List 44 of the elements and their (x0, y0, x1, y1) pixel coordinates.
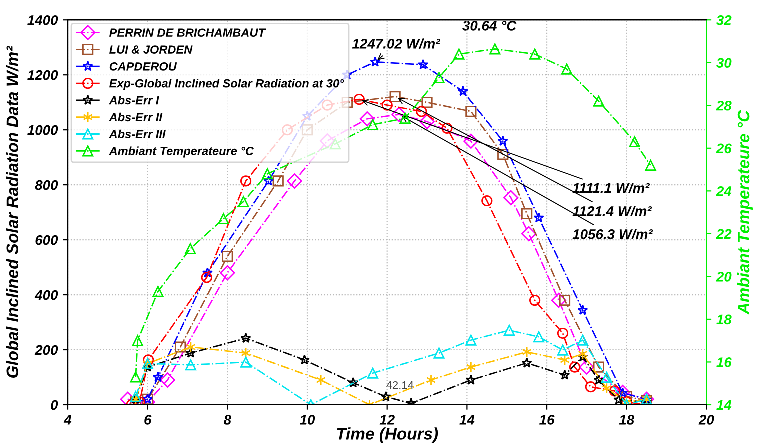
y-tick-label: 600 (36, 235, 58, 246)
y2-tick-label: 22 (716, 229, 732, 239)
x-tick-label: 18 (619, 415, 635, 425)
x-tick-label: 6 (144, 415, 152, 425)
y-axis-title: Global Inclined Solar Radiation Data W/m² (6, 46, 19, 378)
x-axis-title: Time (Hours) (337, 428, 438, 444)
y-tick-label: 800 (35, 180, 58, 190)
y2-tick-label: 14 (716, 400, 732, 410)
y2-tick-label: 30 (716, 58, 732, 68)
x-tick-label: 10 (300, 415, 316, 425)
legend-label: PERRIN DE BRICHAMBAUT (110, 28, 266, 38)
y-tick-label: 1000 (28, 125, 58, 136)
y2-tick-label: 20 (716, 272, 732, 282)
y-tick-label: 400 (34, 290, 58, 300)
y2-tick-label: 28 (716, 100, 732, 111)
legend-label: Abs-Err I (109, 96, 160, 105)
legend-label: LUI & JORDEN (110, 46, 193, 54)
y2-tick-label: 24 (716, 186, 732, 196)
annotation: 30.64 °C (462, 21, 517, 31)
y-tick-label: 0 (51, 400, 58, 410)
y2-tick-label: 26 (716, 144, 732, 154)
annotation: 42.14 (386, 381, 414, 390)
x-tick-label: 16 (540, 415, 555, 425)
annotation: 1247.02 W/m² (352, 38, 441, 49)
legend-label: Abs-Err II (109, 112, 163, 122)
y-tick-label: 1200 (28, 70, 58, 80)
y2-tick-label: 32 (716, 15, 732, 26)
x-tick-label: 14 (460, 415, 475, 425)
legend-label: Ambiant Temperateure °C (109, 146, 254, 158)
legend-label: Exp-Global Inclined Solar Radiation at 30° (110, 79, 344, 90)
y-tick-label: 200 (34, 345, 58, 356)
y2-tick-label: 16 (716, 358, 732, 368)
annotation: 1111.1 W/m² (572, 182, 650, 194)
x-tick-label: 12 (380, 415, 395, 425)
x-tick-label: 8 (224, 415, 232, 425)
annotation: 1121.4 W/m² (572, 206, 652, 216)
legend-label: CAPDEROU (110, 62, 178, 71)
legend-label: Abs-Err III (109, 130, 166, 138)
annotation: 1056.3 W/m² (572, 229, 654, 240)
y2-tick-label: 18 (716, 314, 732, 325)
y2-axis-title: Ambiant Temperateure °C (737, 110, 753, 315)
x-tick-label: 4 (64, 415, 72, 425)
x-tick-label: 20 (698, 415, 714, 425)
y-tick-label: 1400 (28, 15, 58, 26)
